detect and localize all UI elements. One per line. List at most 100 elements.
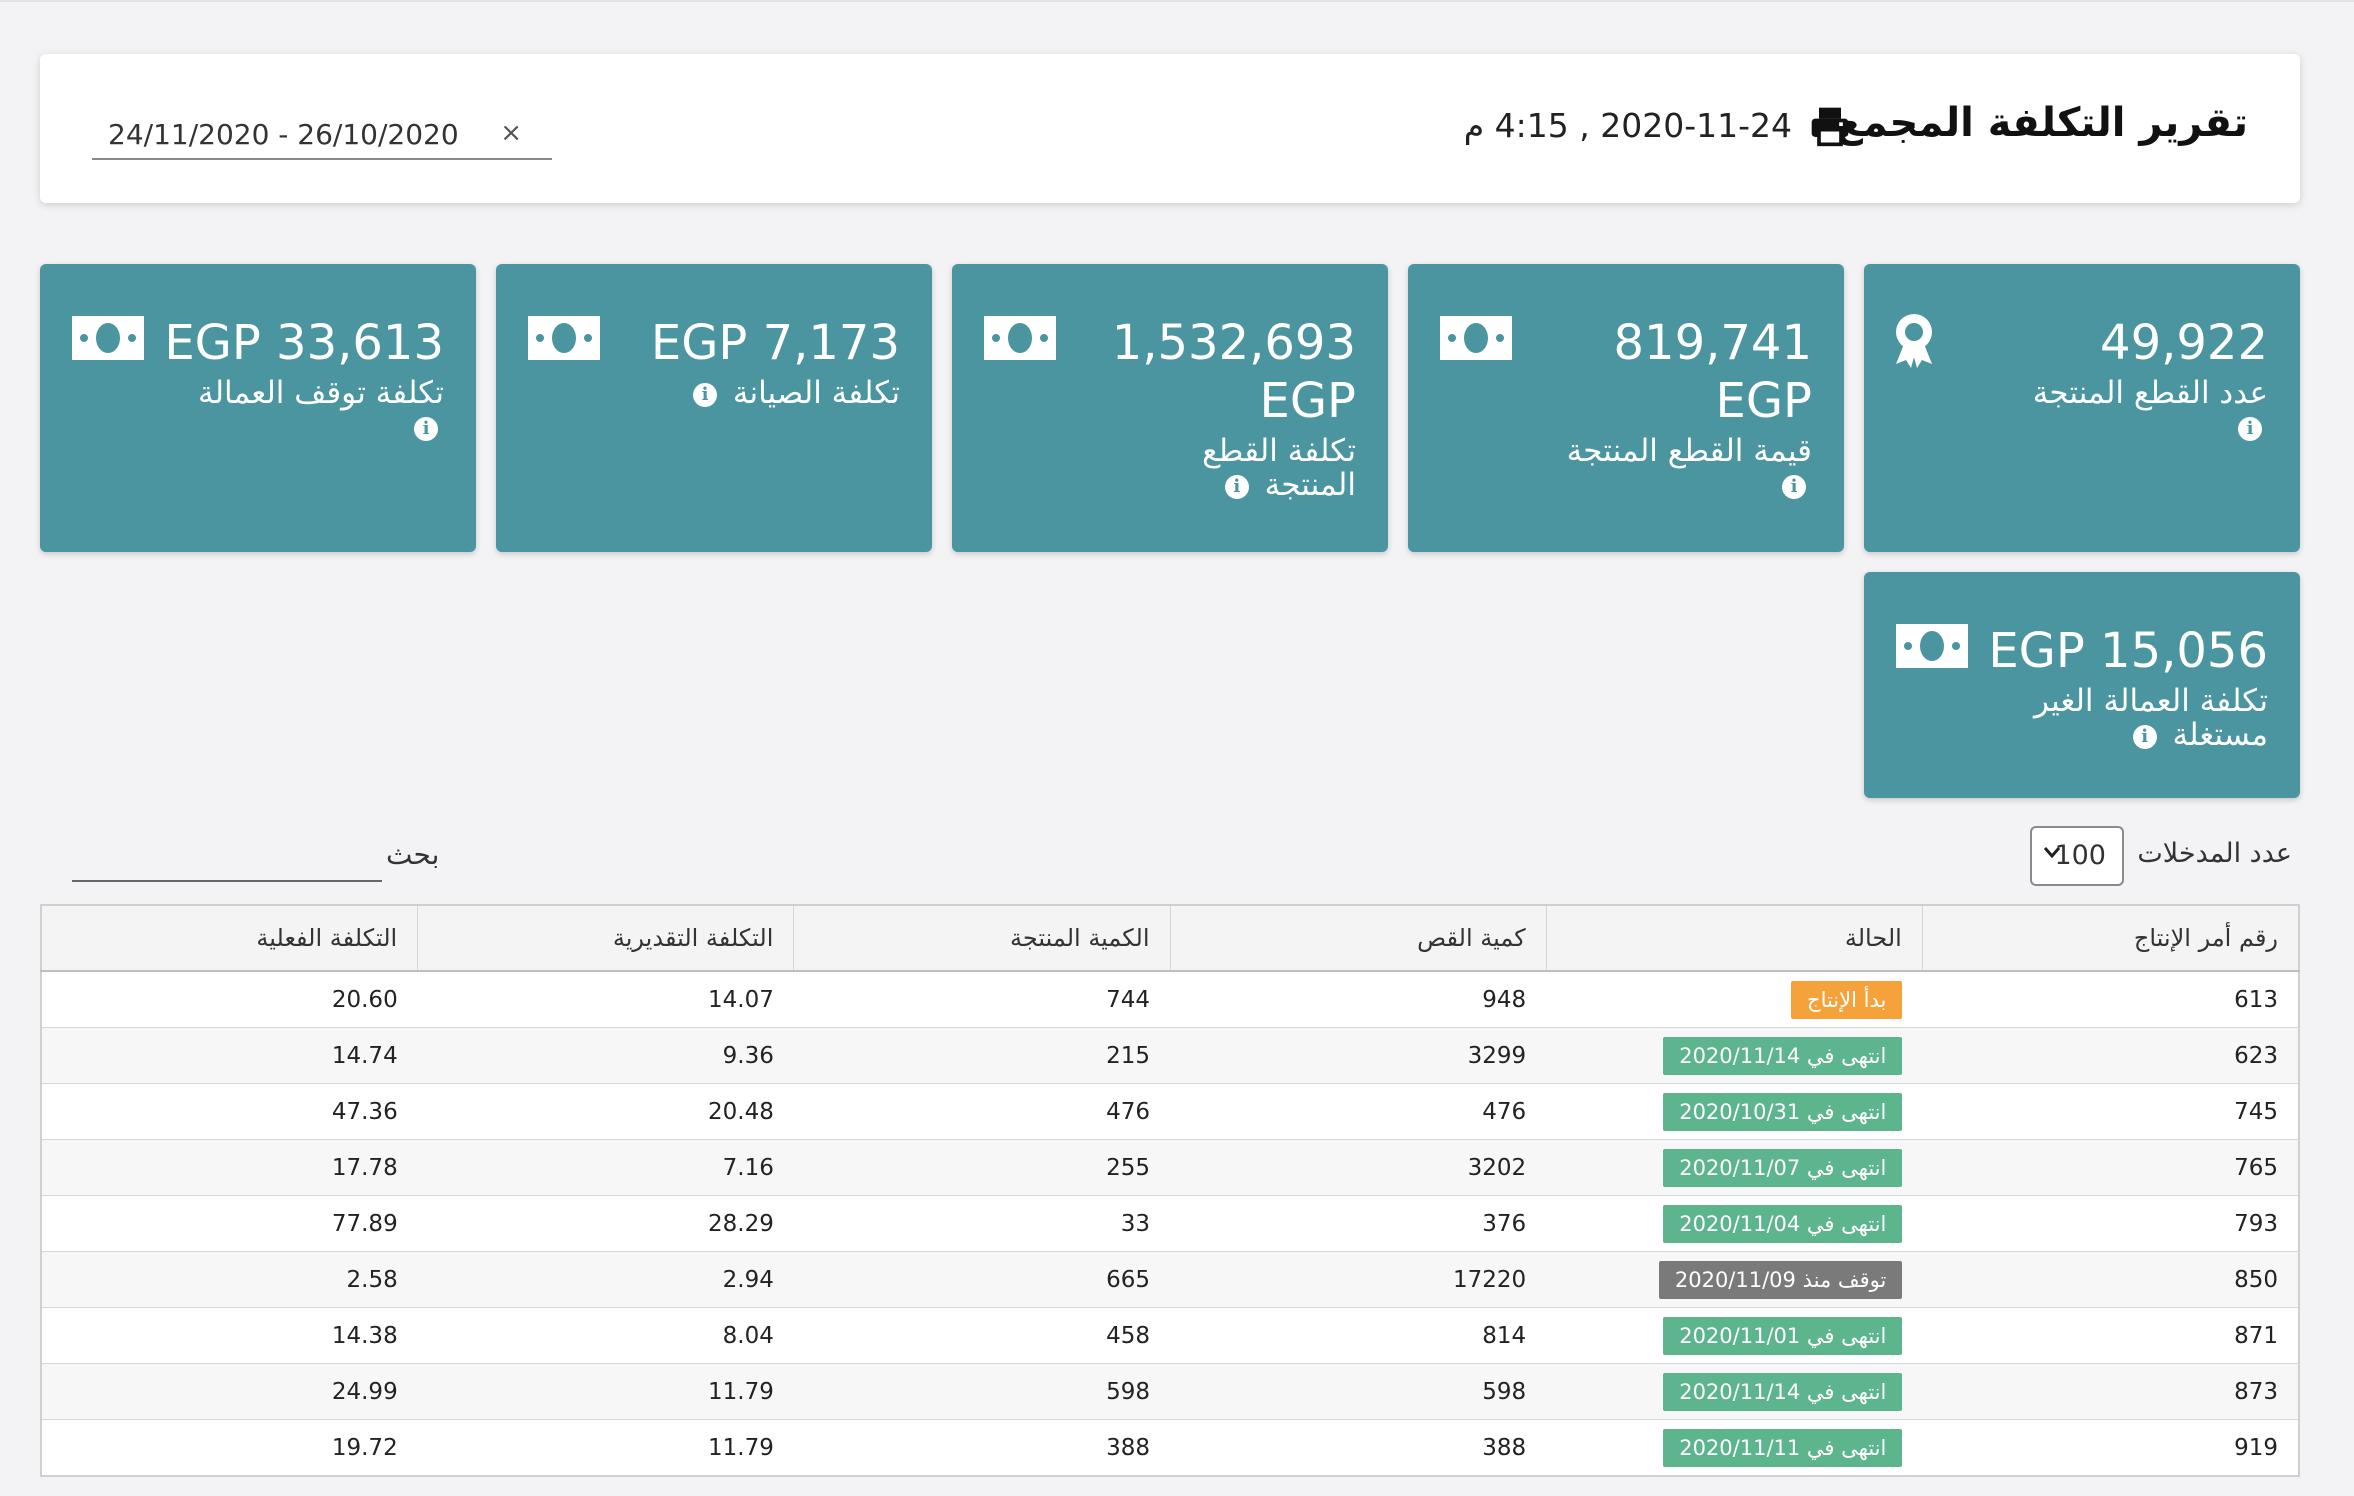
table-row[interactable]: 871 انتهى في 2020/11/01 814 458 8.04 14.38 xyxy=(41,1307,2299,1364)
money-icon xyxy=(528,316,600,360)
money-icon xyxy=(1896,624,1968,668)
info-icon[interactable]: i xyxy=(2238,416,2262,441)
kpi-label: تكلفة القطع المنتجة xyxy=(1202,433,1356,503)
status-badge: انتهى في 2020/11/14 xyxy=(1663,1372,1903,1411)
cell-actual-cost: 77.89 xyxy=(41,1195,418,1252)
entries-value[interactable]: 100 xyxy=(2054,840,2106,871)
cell-actual-cost: 17.78 xyxy=(41,1139,418,1196)
cell-order: 613 xyxy=(1922,971,2299,1028)
cell-cut-qty: 388 xyxy=(1170,1419,1547,1477)
cell-estimated-cost: 20.48 xyxy=(417,1083,794,1140)
top-divider xyxy=(0,0,2354,2)
kpi-value: 49,922 xyxy=(2100,315,2268,371)
kpi-label: تكلفة العمالة الغير مستغلة xyxy=(2034,683,2268,753)
info-icon[interactable]: i xyxy=(692,382,717,407)
date-range-picker[interactable]: 24/11/2020 - 26/10/2020 × xyxy=(92,104,552,160)
status-badge: بدأ الإنتاج xyxy=(1791,980,1903,1019)
column-header-produced-qty[interactable]: الكمية المنتجة xyxy=(793,905,1171,972)
table-row[interactable]: 745 انتهى في 2020/10/31 476 476 20.48 47.36 xyxy=(41,1083,2299,1140)
cell-actual-cost: 47.36 xyxy=(41,1083,418,1140)
kpi-label: تكلفة الصيانة xyxy=(732,375,900,411)
status-badge: توقف منذ 2020/11/09 xyxy=(1658,1260,1903,1299)
entries-per-page-select[interactable]: 100 xyxy=(2030,826,2124,886)
table-row[interactable]: 873 انتهى في 2020/11/14 598 598 11.79 24.99 xyxy=(41,1363,2299,1420)
table-row[interactable]: 919 انتهى في 2020/11/11 388 388 11.79 19.72 xyxy=(41,1419,2299,1477)
kpi-label: عدد القطع المنتجة xyxy=(2032,375,2268,411)
cell-order: 850 xyxy=(1922,1251,2299,1308)
cell-status: انتهى في 2020/11/14 xyxy=(1546,1363,1923,1420)
chevron-down-icon[interactable] xyxy=(2042,842,2062,862)
cell-estimated-cost: 7.16 xyxy=(417,1139,794,1196)
printer-icon[interactable] xyxy=(1808,104,1852,148)
column-header-cut-qty[interactable]: كمية القص xyxy=(1169,905,1547,972)
cell-order: 765 xyxy=(1922,1139,2299,1196)
info-icon[interactable]: i xyxy=(2132,724,2157,749)
table-row[interactable]: 765 انتهى في 2020/11/07 3202 255 7.16 17.78 xyxy=(41,1139,2299,1196)
column-header-status[interactable]: الحالة xyxy=(1545,905,1923,972)
money-icon xyxy=(1440,316,1512,360)
cell-order: 873 xyxy=(1922,1363,2299,1420)
kpi-card-produced-cost: 1,532,693 EGP تكلفة القطع المنتجة i xyxy=(952,264,1388,552)
award-icon xyxy=(1896,314,1932,368)
table-row[interactable]: 623 انتهى في 2020/11/14 3299 215 9.36 14.74 xyxy=(41,1027,2299,1084)
table-body: 613 بدأ الإنتاج 948 744 14.07 20.60 623 انتهى ف… xyxy=(41,971,2299,1477)
kpi-card-maintenance-cost: EGP 7,173 تكلفة الصيانة i xyxy=(496,264,932,552)
cell-cut-qty: 598 xyxy=(1170,1363,1547,1420)
status-badge: انتهى في 2020/11/11 xyxy=(1663,1428,1903,1467)
cell-status: انتهى في 2020/11/11 xyxy=(1546,1419,1923,1477)
cell-cut-qty: 3202 xyxy=(1170,1139,1547,1196)
table-row[interactable]: 613 بدأ الإنتاج 948 744 14.07 20.60 xyxy=(41,971,2299,1028)
cell-produced-qty: 598 xyxy=(793,1363,1171,1420)
cell-status: بدأ الإنتاج xyxy=(1546,971,1923,1028)
cell-produced-qty: 458 xyxy=(793,1307,1171,1364)
cell-actual-cost: 24.99 xyxy=(41,1363,418,1420)
table-row[interactable]: 793 انتهى في 2020/11/04 376 33 28.29 77.89 xyxy=(41,1195,2299,1252)
info-icon[interactable]: i xyxy=(1224,474,1249,499)
table-header-row: رقم أمر الإنتاج الحالة كمية القص الكمية … xyxy=(40,905,2299,972)
report-datetime: 2020-11-24 , 4:15 م xyxy=(1463,106,1792,145)
info-icon[interactable]: i xyxy=(1782,474,1806,499)
kpi-value: 819,741 EGP xyxy=(1613,315,1813,429)
cell-produced-qty: 476 xyxy=(793,1083,1171,1140)
status-badge: انتهى في 2020/11/04 xyxy=(1663,1204,1903,1243)
money-icon xyxy=(984,316,1056,360)
cell-estimated-cost: 11.79 xyxy=(417,1419,794,1477)
cell-produced-qty: 665 xyxy=(793,1251,1171,1308)
table-row[interactable]: 850 توقف منذ 2020/11/09 17220 665 2.94 2.58 xyxy=(41,1251,2299,1308)
status-badge: انتهى في 2020/11/07 xyxy=(1663,1148,1903,1187)
cell-actual-cost: 14.74 xyxy=(41,1027,418,1084)
cell-estimated-cost: 28.29 xyxy=(417,1195,794,1252)
search-input[interactable] xyxy=(72,840,382,882)
cell-produced-qty: 744 xyxy=(793,971,1171,1028)
cell-status: انتهى في 2020/11/14 xyxy=(1546,1027,1923,1084)
cell-order: 919 xyxy=(1922,1419,2299,1477)
cell-cut-qty: 948 xyxy=(1170,971,1547,1028)
cell-order: 793 xyxy=(1922,1195,2299,1252)
cell-actual-cost: 20.60 xyxy=(41,971,418,1028)
column-header-order[interactable]: رقم أمر الإنتاج xyxy=(1921,905,2299,972)
cell-estimated-cost: 11.79 xyxy=(417,1363,794,1420)
entries-label: عدد المدخلات xyxy=(2137,838,2292,869)
cell-status: انتهى في 2020/11/01 xyxy=(1546,1307,1923,1364)
info-icon[interactable]: i xyxy=(414,416,438,441)
cell-estimated-cost: 2.94 xyxy=(417,1251,794,1308)
cell-status: انتهى في 2020/11/07 xyxy=(1546,1139,1923,1196)
cost-report-table: رقم أمر الإنتاج الحالة كمية القص الكمية … xyxy=(40,904,2300,1477)
search-label: بحث xyxy=(386,838,440,871)
column-header-estimated-cost[interactable]: التكلفة التقديرية xyxy=(417,905,794,972)
kpi-card-labor-idle-cost: EGP 33,613 تكلفة توقف العمالة i xyxy=(40,264,476,552)
kpi-label: قيمة القطع المنتجة xyxy=(1566,433,1812,469)
cell-produced-qty: 388 xyxy=(793,1419,1171,1477)
status-badge: انتهى في 2020/11/14 xyxy=(1663,1036,1903,1075)
clear-date-icon[interactable]: × xyxy=(500,118,522,148)
cell-status: انتهى في 2020/11/04 xyxy=(1546,1195,1923,1252)
cell-estimated-cost: 14.07 xyxy=(417,971,794,1028)
cell-cut-qty: 814 xyxy=(1170,1307,1547,1364)
cell-actual-cost: 19.72 xyxy=(41,1419,418,1477)
cell-produced-qty: 215 xyxy=(793,1027,1171,1084)
date-range-value[interactable]: 24/11/2020 - 26/10/2020 xyxy=(108,118,459,151)
column-header-actual-cost[interactable]: التكلفة الفعلية xyxy=(40,905,418,972)
cell-produced-qty: 33 xyxy=(793,1195,1171,1252)
cell-cut-qty: 3299 xyxy=(1170,1027,1547,1084)
money-icon xyxy=(72,316,144,360)
